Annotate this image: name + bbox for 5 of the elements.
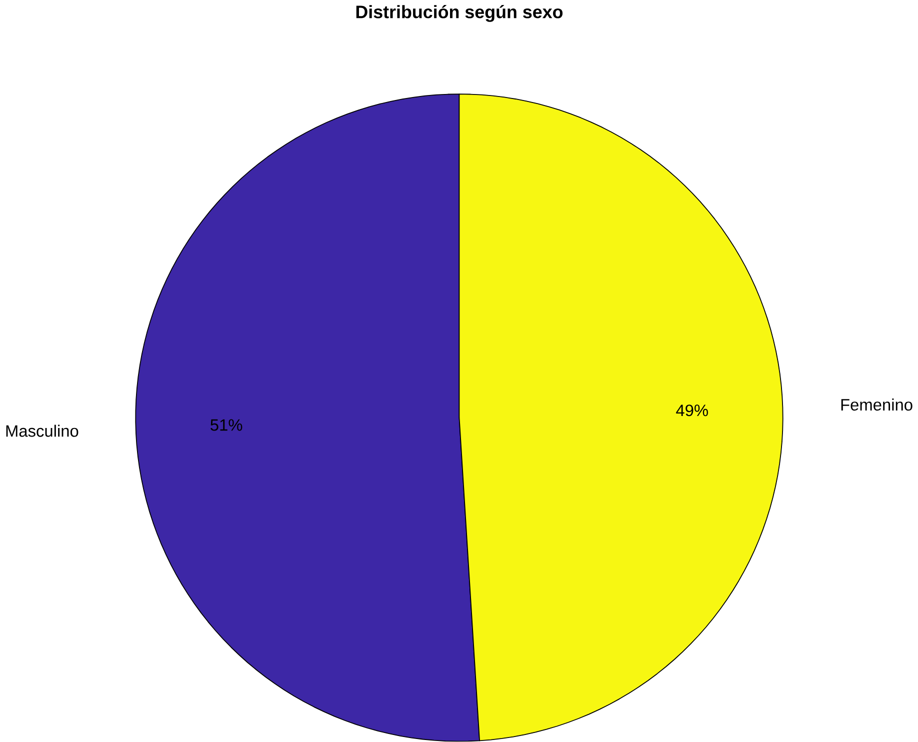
slice-label: Femenino [841,398,912,411]
slice-label: Masculino [6,424,78,437]
data-label: 51% [210,419,242,431]
data-label: 49% [676,404,708,416]
chart-title: Distribución según sexo [356,5,563,22]
